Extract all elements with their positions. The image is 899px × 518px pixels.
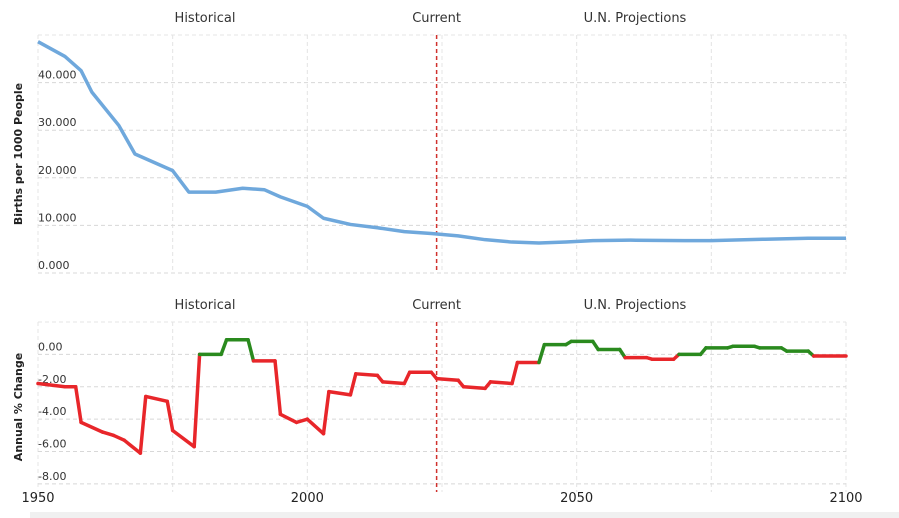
line-segment bbox=[138, 394, 148, 455]
line-segment bbox=[294, 417, 310, 425]
x-tick-label: 2050 bbox=[560, 491, 593, 506]
line-segment bbox=[79, 420, 105, 434]
y-tick-label: -4.00 bbox=[38, 405, 66, 418]
y-tick-label: 0.00 bbox=[38, 340, 63, 353]
annotation: Historical bbox=[175, 11, 236, 26]
x-tick-label: 2100 bbox=[829, 491, 862, 506]
line-segment bbox=[73, 385, 83, 425]
y-tick-label: 40.000 bbox=[38, 69, 77, 82]
annotation: Current bbox=[412, 11, 461, 26]
line-segment bbox=[122, 438, 143, 455]
annotation: Historical bbox=[175, 298, 236, 313]
line-segment bbox=[36, 381, 67, 389]
line-segment bbox=[100, 430, 116, 438]
line-segment bbox=[461, 385, 487, 391]
y-tick-label: 10.000 bbox=[38, 211, 77, 224]
line-segment bbox=[246, 338, 256, 363]
y-tick-label: 0.000 bbox=[38, 259, 70, 272]
line-segment bbox=[510, 360, 520, 386]
line-segment bbox=[327, 389, 353, 397]
line-segment bbox=[537, 342, 547, 365]
y-tick-label: -6.00 bbox=[38, 438, 66, 451]
line-segment bbox=[354, 372, 380, 378]
annotation: Current bbox=[412, 298, 461, 313]
y-tick-label: -8.00 bbox=[38, 470, 66, 483]
line-segment bbox=[165, 399, 175, 433]
bottom-strip bbox=[30, 512, 899, 518]
line-segment bbox=[488, 380, 514, 386]
line-series bbox=[37, 40, 846, 245]
line-segment bbox=[348, 372, 358, 397]
y-tick-label: -2.00 bbox=[38, 373, 66, 386]
line-segment bbox=[380, 380, 407, 386]
line-segment bbox=[273, 359, 283, 417]
line-segment bbox=[111, 433, 126, 442]
line-segment bbox=[321, 389, 331, 436]
y-tick-label: 20.000 bbox=[38, 164, 77, 177]
line-segment bbox=[305, 417, 326, 436]
y-axis-label: Births per 1000 People bbox=[12, 83, 25, 225]
x-tick-label: 1950 bbox=[21, 491, 54, 506]
line-segment bbox=[434, 376, 460, 383]
line-segment bbox=[143, 394, 170, 404]
line-segment bbox=[219, 338, 229, 357]
y-tick-label: 30.000 bbox=[38, 116, 77, 129]
annotation: U.N. Projections bbox=[584, 11, 687, 26]
line-segment bbox=[170, 428, 196, 449]
line-segment bbox=[402, 370, 412, 386]
annotation: U.N. Projections bbox=[584, 298, 687, 313]
line-segment bbox=[278, 412, 299, 425]
x-tick-label: 2000 bbox=[291, 491, 324, 506]
y-axis-label: Annual % Change bbox=[12, 353, 25, 461]
line-segment bbox=[192, 352, 202, 449]
